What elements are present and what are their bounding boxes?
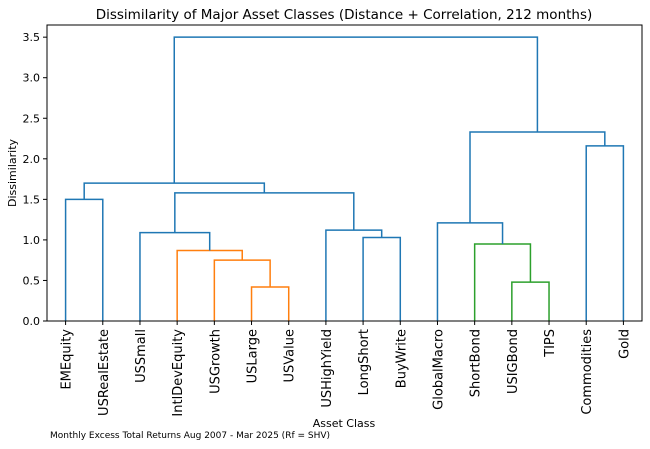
dendrogram-link-f xyxy=(325,229,383,321)
dendrogram-link-m xyxy=(585,145,625,321)
y-tick-label: 1.0 xyxy=(23,234,41,247)
dendrogram-link-a xyxy=(250,286,290,321)
dendrogram-link-n xyxy=(469,131,606,223)
leaf-label-ushighyield: USHighYield xyxy=(320,329,335,408)
dendrogram-link-b xyxy=(213,259,271,321)
leaf-label-globalmacro: GlobalMacro xyxy=(431,329,446,410)
dendrogram-link-g xyxy=(174,192,355,233)
leaf-label-longshort: LongShort xyxy=(357,329,372,395)
plot-area xyxy=(46,24,643,322)
dendrogram-link-l xyxy=(436,222,504,321)
leaf-label-gold: Gold xyxy=(617,329,632,359)
dendrogram-links xyxy=(64,36,625,321)
y-tick-label: 2.5 xyxy=(23,112,41,125)
y-tick-label: 2.0 xyxy=(23,153,41,166)
dendrogram-link-d xyxy=(139,231,211,321)
leaf-label-tips: TIPS xyxy=(543,329,558,358)
y-tick-label: 0.0 xyxy=(23,315,41,328)
footnote: Monthly Excess Total Returns Aug 2007 - … xyxy=(50,431,331,441)
leaf-label-ussmall: USSmall xyxy=(134,329,149,383)
x-axis: EMEquity USRealEstate USSmall IntlDevEquity… xyxy=(60,321,632,417)
y-axis: 0.0 0.5 1.0 1.5 2.0 2.5 3.0 3.5 xyxy=(23,31,47,328)
leaf-label-buywrite: BuyWrite xyxy=(394,329,409,388)
leaf-label-usgrowth: USGrowth xyxy=(208,329,223,394)
leaf-label-usvalue: USValue xyxy=(283,329,298,382)
leaf-label-usrealestate: USRealEstate xyxy=(97,329,112,416)
leaf-label-usigbond: USIGBond xyxy=(506,329,521,394)
leaf-label-shortbond: ShortBond xyxy=(469,329,484,397)
leaf-label-emequity: EMEquity xyxy=(60,329,75,390)
leaf-label-commodities: Commodities xyxy=(580,329,595,415)
y-axis-label: Dissimilarity xyxy=(6,139,19,208)
dendrogram-link-h xyxy=(64,198,104,321)
dendrogram-link-o xyxy=(173,36,539,184)
leaf-label-uslarge: USLarge xyxy=(246,329,261,383)
chart-title: Dissimilarity of Major Asset Classes (Di… xyxy=(96,7,593,23)
y-tick-label: 1.5 xyxy=(23,193,41,206)
x-axis-label: Asset Class xyxy=(313,417,376,430)
y-tick-label: 3.5 xyxy=(23,31,41,44)
y-tick-label: 3.0 xyxy=(23,72,41,85)
y-tick-label: 0.5 xyxy=(23,274,41,287)
dendrogram-link-e xyxy=(362,236,402,321)
dendrogram-link-c xyxy=(176,249,243,321)
dendrogram-link-k xyxy=(473,243,532,321)
dendrogram-link-j xyxy=(511,281,550,321)
leaf-label-intldevequity: IntlDevEquity xyxy=(171,329,186,417)
